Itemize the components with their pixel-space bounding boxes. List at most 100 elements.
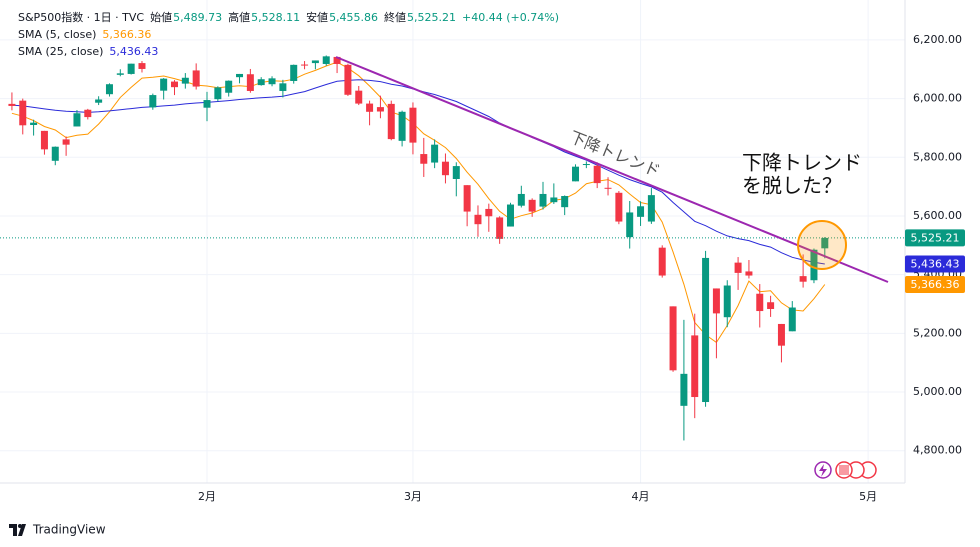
candle-body <box>745 271 753 276</box>
candle-body <box>582 164 590 166</box>
brand-logo: TradingView <box>9 523 106 537</box>
candle-body <box>712 288 720 314</box>
candle-body <box>268 78 276 85</box>
candle-body <box>528 199 536 212</box>
symbol-title: S&P500指数 · 1日 · TVC <box>18 11 145 24</box>
ohlc-legend: 始値5,489.73 高値5,528.11 安値5,455.86 終値5,525.21 <box>150 11 462 24</box>
candle-body <box>561 196 569 208</box>
candle-body <box>105 84 113 95</box>
y-tick-label: 5,000.00 <box>913 385 962 398</box>
callout-line: 下降トレンド <box>742 151 862 175</box>
candle-body <box>658 247 666 276</box>
candle-body <box>301 64 309 66</box>
candle-body <box>550 197 558 203</box>
legend: S&P500指数 · 1日 · TVC 始値5,489.73 高値5,528.11 安… <box>18 9 565 60</box>
candle-body <box>777 323 785 346</box>
candle-body <box>441 161 449 176</box>
ohlc-value: 5,455.86 <box>329 11 379 24</box>
candle-body <box>311 60 319 64</box>
series-value: 5,436.43 <box>109 45 159 58</box>
candle-body <box>431 144 439 163</box>
candle-body <box>322 56 330 64</box>
candle-body <box>626 212 634 238</box>
candle-body <box>463 185 471 212</box>
candle-body <box>181 77 189 84</box>
candle-body <box>73 113 81 127</box>
candle-body <box>615 192 623 222</box>
series-name: SMA (25, close) <box>18 45 104 58</box>
price-box <box>905 276 965 294</box>
candle-body <box>203 100 211 108</box>
y-tick-label: 5,200.00 <box>913 326 962 339</box>
candle-body <box>225 80 233 93</box>
candle-body <box>572 166 580 182</box>
candle-body <box>51 146 59 161</box>
ohlc-label: 高値 <box>228 11 251 24</box>
candle-body <box>485 208 493 217</box>
candle-body <box>257 79 265 86</box>
candle-body <box>702 257 710 403</box>
candle-body <box>149 95 157 108</box>
candle-body <box>30 122 38 126</box>
y-tick-label: 6,200.00 <box>913 33 962 46</box>
candle-body <box>19 100 27 126</box>
candle-body <box>788 307 796 332</box>
candle-body <box>366 103 374 112</box>
candle-body <box>279 83 287 91</box>
candle-body <box>84 109 92 118</box>
x-tick-label: 2月 <box>198 490 216 503</box>
candle-body <box>517 193 525 206</box>
candle-body <box>593 165 601 184</box>
candle-body <box>647 195 655 222</box>
price-box <box>905 255 965 273</box>
candle-body <box>821 237 829 249</box>
legend-row: S&P500指数 · 1日 · TVC 始値5,489.73 高値5,528.11 安… <box>18 9 565 26</box>
candle-body <box>62 139 70 145</box>
y-tick-label: 4,800.00 <box>913 444 962 457</box>
price-box <box>905 229 965 247</box>
candle-body <box>160 78 168 91</box>
ohlc-value: 5,489.73 <box>173 11 223 24</box>
callout-line: を脱した？ <box>742 174 842 198</box>
brand-text: TradingView <box>32 523 106 537</box>
candle-body <box>409 107 417 143</box>
event-glyph <box>819 464 827 477</box>
sma-line <box>11 79 825 265</box>
candle-body <box>637 206 645 217</box>
candle-body <box>723 285 731 318</box>
candle-body <box>669 306 677 371</box>
candle-body <box>474 214 482 225</box>
price-box-label: 5,366.36 <box>911 278 960 291</box>
series-name: SMA (5, close) <box>18 28 97 41</box>
candle-body <box>376 107 384 112</box>
ohlc-label: 始値 <box>150 11 173 24</box>
highlight-circle <box>797 220 847 270</box>
candle-body <box>192 70 200 87</box>
candle-body <box>756 293 764 312</box>
price-box-label: 5,525.21 <box>911 231 960 244</box>
y-tick-label: 6,000.00 <box>913 92 962 105</box>
x-tick-label: 3月 <box>404 490 422 503</box>
x-tick-label: 4月 <box>632 490 650 503</box>
candle-body <box>214 87 222 100</box>
candle-body <box>810 249 818 281</box>
plot-area <box>0 0 905 483</box>
series-value: 5,366.36 <box>102 28 152 41</box>
candle-body <box>734 262 742 273</box>
ohlc-label: 安値 <box>306 11 329 24</box>
candle-body <box>8 103 16 106</box>
logo-dot <box>18 524 22 528</box>
candle-body <box>604 187 612 189</box>
candle-body <box>420 154 428 164</box>
candle-body <box>138 63 146 69</box>
candle-body <box>236 73 244 78</box>
trend-line <box>335 56 889 283</box>
y-tick-label: 5,800.00 <box>913 150 962 163</box>
logo-mark <box>9 524 26 536</box>
candle-body <box>170 81 178 88</box>
legend-row: SMA (25, close) 5,436.43 <box>18 43 565 60</box>
flag-glyph <box>839 465 849 475</box>
price-box-label: 5,436.43 <box>911 257 960 270</box>
event-icons <box>814 461 877 479</box>
